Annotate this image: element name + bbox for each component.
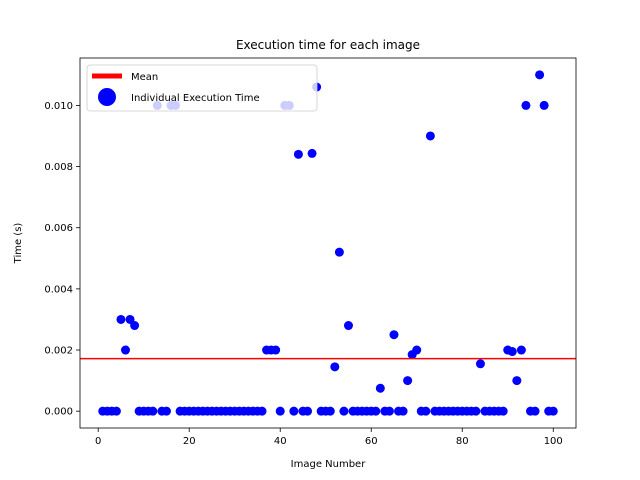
legend-mean-label: Mean xyxy=(131,72,158,83)
legend: Mean Individual Execution Time xyxy=(86,64,318,112)
data-point xyxy=(148,406,158,416)
data-point xyxy=(257,406,267,416)
data-point xyxy=(339,406,349,416)
data-point xyxy=(425,131,435,141)
chart-title: Execution time for each image xyxy=(236,38,420,52)
data-point xyxy=(371,406,381,416)
data-point xyxy=(121,345,130,355)
data-point xyxy=(521,100,531,110)
x-tick-label: 20 xyxy=(183,436,196,447)
data-point xyxy=(375,383,385,393)
data-point xyxy=(384,406,394,416)
data-point xyxy=(471,406,481,416)
y-ticks: 0.000 0.002 0.004 0.006 0.008 0.010 xyxy=(44,101,80,418)
x-tick-label: 100 xyxy=(544,436,563,447)
data-point xyxy=(116,314,126,324)
data-point xyxy=(398,406,408,416)
data-point xyxy=(271,345,281,355)
data-point xyxy=(512,376,522,386)
data-point xyxy=(412,345,422,355)
data-point xyxy=(535,70,545,80)
y-axis-label: Time (s) xyxy=(13,223,24,265)
x-ticks: 0 20 40 60 80 100 xyxy=(95,428,563,447)
data-point xyxy=(530,406,540,416)
x-axis-label: Image Number xyxy=(291,459,367,470)
y-tick-label: 0.002 xyxy=(44,346,73,357)
data-point xyxy=(548,406,558,416)
data-point xyxy=(289,406,299,416)
data-point xyxy=(516,345,526,355)
data-point xyxy=(389,330,399,340)
plot-frame xyxy=(79,57,577,429)
y-tick-label: 0.010 xyxy=(44,101,73,112)
data-point xyxy=(275,406,285,416)
data-point xyxy=(334,247,344,257)
legend-points-label: Individual Execution Time xyxy=(131,93,260,104)
points-layer xyxy=(98,70,558,416)
x-tick-label: 60 xyxy=(365,436,378,447)
data-point xyxy=(325,406,335,416)
data-point xyxy=(498,406,508,416)
legend-points-swatch xyxy=(98,88,116,106)
y-tick-label: 0.006 xyxy=(44,223,73,234)
data-point xyxy=(307,148,317,158)
data-point xyxy=(130,321,140,331)
legend-box xyxy=(86,64,318,112)
data-point xyxy=(403,376,413,386)
y-tick-label: 0.004 xyxy=(44,284,73,295)
x-tick-label: 80 xyxy=(456,436,469,447)
y-tick-label: 0.000 xyxy=(44,407,73,418)
data-point xyxy=(161,406,171,416)
data-point xyxy=(293,149,303,159)
x-tick-label: 40 xyxy=(274,436,287,447)
data-point xyxy=(539,100,549,110)
data-point xyxy=(303,406,313,416)
x-tick-label: 0 xyxy=(95,436,101,447)
data-point xyxy=(111,406,121,416)
data-point xyxy=(421,406,431,416)
data-point xyxy=(343,321,353,331)
data-point xyxy=(330,362,340,372)
data-point xyxy=(507,347,517,357)
y-tick-label: 0.008 xyxy=(44,162,73,173)
data-point xyxy=(475,359,485,369)
